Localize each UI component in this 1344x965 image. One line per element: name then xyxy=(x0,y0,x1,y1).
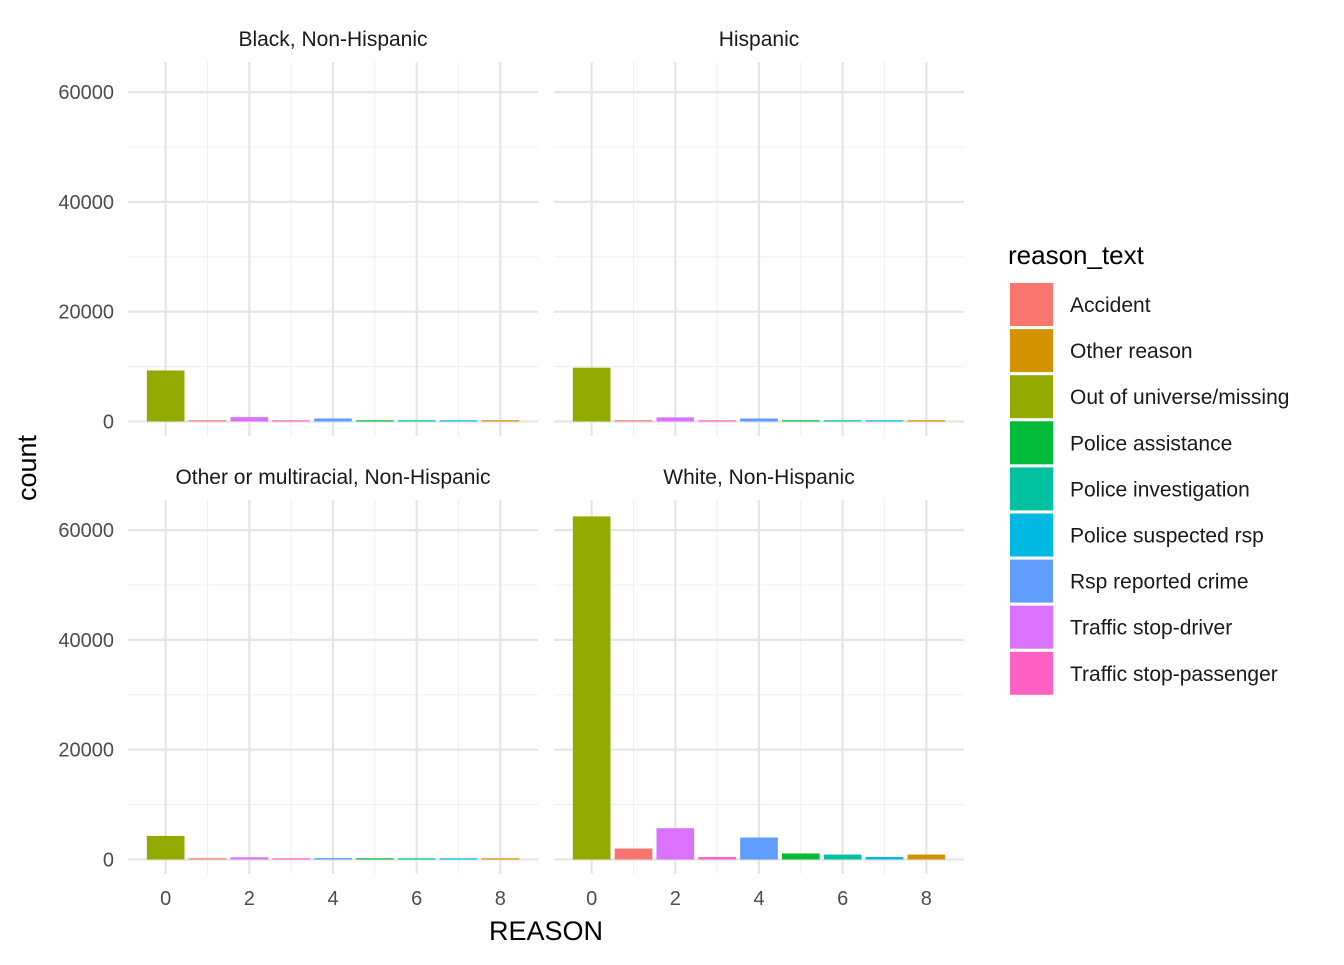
bar xyxy=(314,858,352,860)
y-axis-title: count xyxy=(12,434,42,501)
legend-key xyxy=(1010,651,1053,695)
bar xyxy=(356,420,394,422)
bar xyxy=(907,854,946,860)
bar xyxy=(907,420,946,422)
bar xyxy=(272,858,310,860)
x-tick-label: 0 xyxy=(586,888,597,910)
y-tick-label: 0 xyxy=(103,850,114,872)
legend-key xyxy=(1010,513,1053,557)
legend-label: Rsp reported crime xyxy=(1070,571,1249,594)
x-tick-label: 4 xyxy=(753,888,764,910)
bar xyxy=(188,420,227,422)
x-tick-label: 8 xyxy=(495,888,506,910)
y-tick-label: 20000 xyxy=(58,740,114,762)
x-tick-label: 2 xyxy=(670,888,681,910)
bar xyxy=(272,420,310,422)
legend-key xyxy=(1010,329,1053,373)
bar xyxy=(314,418,352,422)
x-tick-label: 4 xyxy=(327,888,338,910)
legend-label: Accident xyxy=(1070,294,1151,317)
facet-title: Hispanic xyxy=(719,28,800,51)
x-tick-label: 6 xyxy=(411,888,422,910)
facet-title: White, Non-Hispanic xyxy=(663,466,854,489)
bar xyxy=(740,837,778,860)
legend-key xyxy=(1010,375,1053,419)
x-axis-title: REASON xyxy=(489,916,603,946)
legend-label: Traffic stop-passenger xyxy=(1070,663,1278,686)
bar xyxy=(656,417,695,422)
legend-label: Police assistance xyxy=(1070,432,1232,455)
x-tick-label: 2 xyxy=(244,888,255,910)
bar xyxy=(782,853,820,860)
bar xyxy=(572,367,611,422)
y-tick-label: 60000 xyxy=(58,520,114,542)
bar xyxy=(614,848,653,860)
bar xyxy=(397,420,436,422)
bar xyxy=(439,858,478,860)
bar xyxy=(397,858,436,860)
legend-key xyxy=(1010,467,1053,511)
bar xyxy=(188,858,227,860)
legend-key xyxy=(1010,559,1053,603)
bar xyxy=(823,854,862,860)
legend-key xyxy=(1010,421,1053,465)
bar xyxy=(656,828,695,860)
legend-label: Traffic stop-driver xyxy=(1070,617,1232,640)
x-tick-label: 8 xyxy=(921,888,932,910)
bar xyxy=(782,420,820,422)
y-tick-label: 60000 xyxy=(58,82,114,104)
legend-title: reason_text xyxy=(1008,240,1145,270)
bar xyxy=(740,418,778,422)
legend-label: Out of universe/missing xyxy=(1070,386,1289,409)
legend-key xyxy=(1010,605,1053,649)
bar xyxy=(865,857,904,860)
bar xyxy=(230,857,269,860)
y-tick-label: 40000 xyxy=(58,192,114,214)
legend-key xyxy=(1010,283,1053,326)
x-tick-label: 0 xyxy=(160,888,171,910)
y-tick-label: 0 xyxy=(103,412,114,434)
bar xyxy=(614,420,653,422)
legend-label: Police suspected rsp xyxy=(1070,525,1264,548)
bar xyxy=(146,370,185,422)
bar xyxy=(865,420,904,422)
facet-title: Other or multiracial, Non-Hispanic xyxy=(175,466,490,489)
bar xyxy=(230,417,269,422)
bar xyxy=(356,858,394,860)
bar xyxy=(481,858,520,860)
bar xyxy=(572,516,611,860)
bar xyxy=(481,420,520,422)
y-tick-label: 20000 xyxy=(58,302,114,324)
bar xyxy=(823,420,862,422)
x-tick-label: 6 xyxy=(837,888,848,910)
facet-title: Black, Non-Hispanic xyxy=(238,28,427,51)
bar xyxy=(698,420,736,422)
bar xyxy=(698,857,736,860)
bar xyxy=(439,420,478,422)
bar xyxy=(146,835,185,860)
y-tick-label: 40000 xyxy=(58,630,114,652)
legend-label: Police investigation xyxy=(1070,478,1250,501)
legend-label: Other reason xyxy=(1070,340,1193,363)
